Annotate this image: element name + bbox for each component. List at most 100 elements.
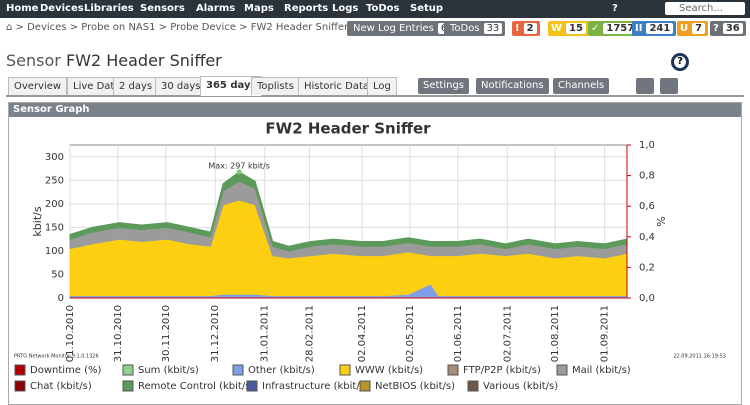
legend-label: Remote Control (kbit/s) bbox=[138, 381, 254, 392]
status-badge[interactable]: II 241 bbox=[632, 21, 677, 36]
x-tick-label: 28.02.2011 bbox=[304, 305, 315, 362]
icon-button[interactable] bbox=[660, 78, 678, 94]
heading-name: FW2 Header Sniffer bbox=[65, 51, 222, 70]
tab[interactable]: Overview bbox=[8, 77, 68, 95]
status-badge[interactable]: W 15 bbox=[548, 21, 589, 36]
legend-swatch bbox=[122, 364, 134, 376]
status-symbol: U bbox=[680, 23, 689, 34]
header-button[interactable]: New Log Entries6 bbox=[347, 21, 454, 36]
status-badge[interactable]: ! 2 bbox=[512, 21, 540, 36]
heading-prefix: Sensor bbox=[6, 51, 61, 70]
legend-swatch bbox=[246, 380, 258, 392]
legend-swatch bbox=[14, 364, 26, 376]
nav-item[interactable]: Setup bbox=[410, 3, 444, 14]
nav-item[interactable]: Reports bbox=[284, 3, 329, 14]
status-symbol: W bbox=[551, 23, 563, 34]
y2-tick-label: 0,4 bbox=[639, 232, 655, 243]
legend-swatch bbox=[556, 364, 568, 376]
nav-item[interactable]: Logs bbox=[332, 3, 359, 14]
tab[interactable]: 30 days bbox=[155, 77, 207, 95]
x-tick-label: 31.01.2011 bbox=[260, 305, 271, 362]
status-symbol: II bbox=[635, 23, 643, 34]
tab[interactable]: 2 days bbox=[113, 77, 159, 95]
breadcrumb-item[interactable]: FW2 Header Sniffer bbox=[250, 22, 349, 33]
legend-swatch bbox=[232, 364, 244, 376]
status-badge[interactable]: ✓ 1757 bbox=[588, 21, 641, 36]
legend-swatch bbox=[467, 380, 479, 392]
nav-item[interactable]: ToDos bbox=[366, 3, 400, 14]
y2-tick-label: 0,6 bbox=[639, 201, 655, 212]
y2-axis-label: % bbox=[654, 216, 667, 226]
legend-swatch bbox=[339, 364, 351, 376]
x-tick-label: 02.05.2011 bbox=[405, 305, 416, 362]
nav-item[interactable]: Devices bbox=[40, 3, 84, 14]
x-tick-label: 02.07.2011 bbox=[502, 305, 513, 362]
button-label: ToDos bbox=[450, 23, 480, 34]
y-tick-label: 250 bbox=[45, 175, 64, 186]
tab[interactable]: Log bbox=[367, 77, 397, 95]
button-count: 33 bbox=[483, 23, 503, 34]
y2-tick-label: 0,2 bbox=[639, 262, 655, 273]
legend-swatch bbox=[122, 380, 134, 392]
nav-help[interactable]: ? bbox=[612, 3, 618, 14]
header-button[interactable]: ToDos 33 bbox=[444, 21, 506, 36]
legend-label: Other (kbit/s) bbox=[248, 365, 315, 376]
breadcrumb-item[interactable]: Probe Device bbox=[170, 22, 236, 33]
tab[interactable]: Historic Data bbox=[298, 77, 375, 95]
action-button[interactable]: Channels bbox=[553, 78, 610, 94]
y-tick-label: 150 bbox=[45, 222, 64, 233]
footer-right: 22.09.2011 16:19:53 bbox=[673, 354, 726, 360]
separator: > bbox=[235, 22, 251, 33]
nav-item[interactable]: Libraries bbox=[84, 3, 134, 14]
y-tick-label: 0 bbox=[58, 293, 64, 304]
breadcrumb-item[interactable]: Devices bbox=[27, 22, 67, 33]
nav-item[interactable]: Maps bbox=[244, 3, 274, 14]
legend-label: Infrastructure (kbit/s) bbox=[262, 381, 369, 392]
status-count: 2 bbox=[523, 23, 537, 34]
y2-tick-label: 0,8 bbox=[639, 171, 655, 182]
nav-item[interactable]: Alarms bbox=[196, 3, 236, 14]
nav-item[interactable]: Home bbox=[6, 3, 39, 14]
separator: ⌂ > bbox=[6, 22, 28, 33]
y-tick-label: 200 bbox=[45, 199, 64, 210]
x-tick-label: 01.09.2011 bbox=[600, 305, 611, 362]
y2-tick-label: 0,0 bbox=[639, 293, 655, 304]
status-count: 15 bbox=[566, 23, 586, 34]
legend-swatch bbox=[447, 364, 459, 376]
legend-label: Chat (kbit/s) bbox=[30, 381, 92, 392]
max-marker bbox=[236, 169, 242, 175]
chart-title: FW2 Header Sniffer bbox=[265, 120, 431, 138]
status-count: 36 bbox=[722, 23, 743, 34]
status-count: 1757 bbox=[603, 23, 638, 34]
x-tick-label: 31.12.2010 bbox=[210, 305, 221, 362]
legend-label: Mail (kbit/s) bbox=[572, 365, 631, 376]
nav-item[interactable]: Sensors bbox=[140, 3, 185, 14]
status-count: 7 bbox=[692, 23, 706, 34]
status-symbol: ? bbox=[713, 23, 719, 34]
y2-tick-label: 1,0 bbox=[639, 140, 655, 151]
legend-label: Downtime (%) bbox=[30, 365, 102, 376]
search-box[interactable]: Search... bbox=[665, 2, 745, 15]
x-tick-label: 02.04.2011 bbox=[357, 305, 368, 362]
icon-button[interactable] bbox=[636, 78, 654, 94]
breadcrumb-item[interactable]: Probe on NAS1 bbox=[81, 22, 156, 33]
action-button[interactable]: Notifications bbox=[476, 78, 549, 94]
tab[interactable]: Toplists bbox=[251, 77, 300, 95]
separator: > bbox=[66, 22, 82, 33]
action-button[interactable]: Settings bbox=[418, 78, 470, 94]
x-tick-label: 01.06.2011 bbox=[453, 305, 464, 362]
separator: > bbox=[155, 22, 171, 33]
x-tick-label: 01.08.2011 bbox=[550, 305, 561, 362]
help-badge[interactable]: ? bbox=[671, 53, 689, 71]
y-tick-label: 100 bbox=[45, 246, 64, 257]
status-count: 241 bbox=[646, 23, 674, 34]
status-badge[interactable]: ? 36 bbox=[710, 21, 746, 36]
panel-title: Sensor Graph bbox=[9, 103, 741, 117]
legend-label: Various (kbit/s) bbox=[483, 381, 558, 392]
legend-label: NetBIOS (kbit/s) bbox=[375, 381, 455, 392]
legend-label: FTP/P2P (kbit/s) bbox=[463, 365, 541, 376]
x-tick-label: 31.10.2010 bbox=[113, 305, 124, 362]
